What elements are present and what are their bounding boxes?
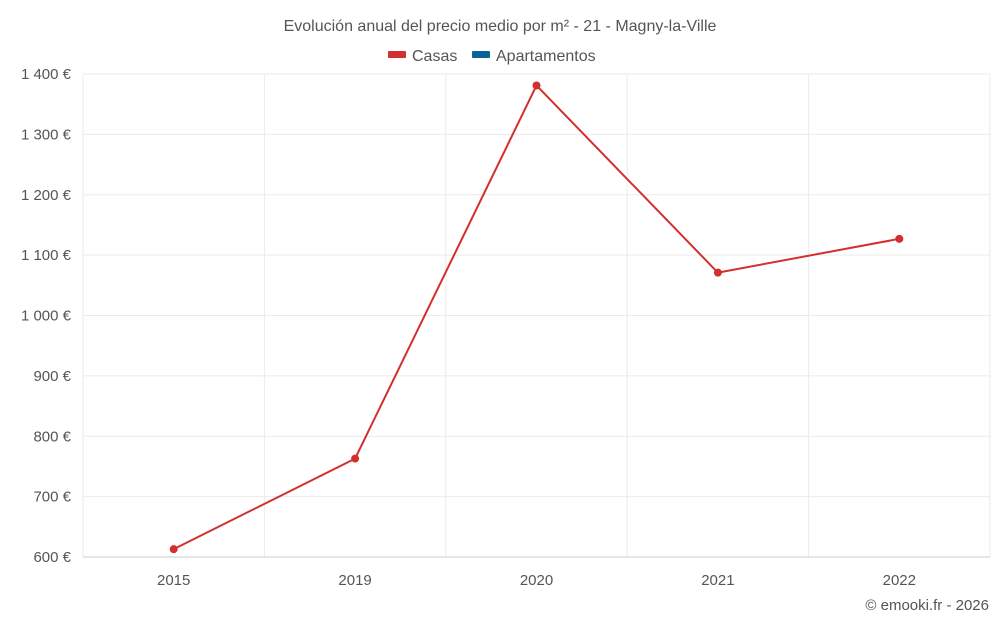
data-point-casas[interactable] bbox=[351, 454, 360, 463]
axes: 600 € 700 € 800 € 900 € 1 000 € 1 100 € 1 200 … bbox=[21, 66, 990, 589]
y-tick-label: 1 000 € bbox=[21, 308, 72, 325]
x-tick-label: 2020 bbox=[520, 572, 553, 589]
legend-item-apartamentos[interactable]: Apartamentos bbox=[472, 48, 596, 65]
y-tick-label: 1 300 € bbox=[21, 126, 72, 143]
y-tick-label: 700 € bbox=[33, 489, 71, 506]
chart-title: Evolución anual del precio medio por m² … bbox=[284, 18, 717, 35]
grid bbox=[82, 73, 991, 557]
x-tick-label: 2022 bbox=[883, 572, 916, 589]
y-tick-label: 800 € bbox=[33, 428, 71, 445]
legend-item-casas[interactable]: Casas bbox=[388, 48, 457, 65]
y-tick-label: 600 € bbox=[33, 549, 71, 566]
series bbox=[169, 81, 904, 554]
y-tick-label: 900 € bbox=[33, 368, 71, 385]
series-line-casas bbox=[173, 83, 900, 551]
y-tick-label: 1 100 € bbox=[21, 247, 72, 264]
data-point-casas[interactable] bbox=[895, 234, 904, 243]
y-tick-label: 1 200 € bbox=[21, 187, 72, 204]
data-point-casas[interactable] bbox=[169, 545, 178, 554]
legend-swatch-casas bbox=[388, 51, 406, 58]
x-tick-label: 2015 bbox=[157, 572, 190, 589]
legend-label-apartamentos: Apartamentos bbox=[496, 48, 596, 65]
credit-text: © emooki.fr - 2026 bbox=[865, 597, 989, 614]
x-tick-label: 2019 bbox=[338, 572, 371, 589]
data-point-casas[interactable] bbox=[532, 81, 541, 90]
x-tick-label: 2021 bbox=[701, 572, 734, 589]
legend: Casas Apartamentos bbox=[388, 48, 596, 65]
y-tick-label: 1 400 € bbox=[21, 66, 72, 83]
legend-swatch-apartamentos bbox=[472, 51, 490, 58]
legend-label-casas: Casas bbox=[412, 48, 457, 65]
data-point-casas[interactable] bbox=[713, 268, 722, 277]
